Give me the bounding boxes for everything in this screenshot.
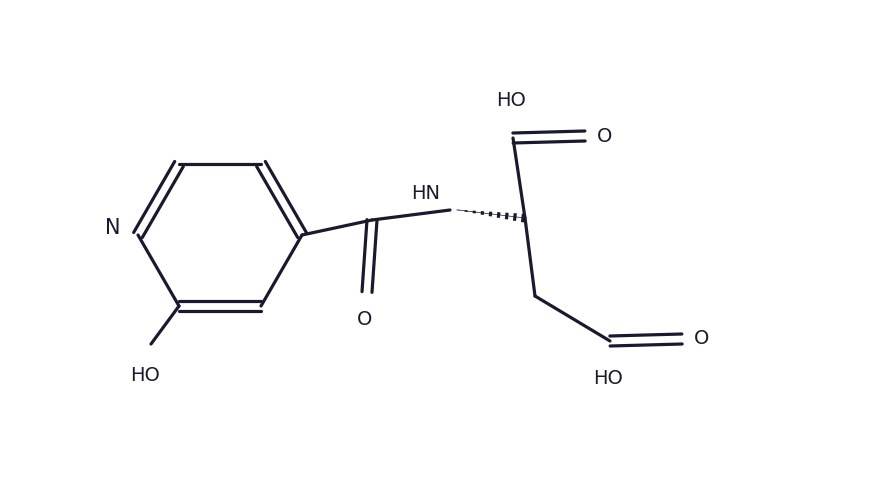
Text: HN: HN	[411, 184, 440, 203]
Text: O: O	[694, 330, 709, 348]
Text: HO: HO	[130, 366, 160, 385]
Text: N: N	[104, 218, 120, 238]
Text: HO: HO	[496, 91, 526, 110]
Text: O: O	[358, 310, 373, 329]
Text: HO: HO	[593, 369, 623, 388]
Text: O: O	[597, 126, 613, 146]
